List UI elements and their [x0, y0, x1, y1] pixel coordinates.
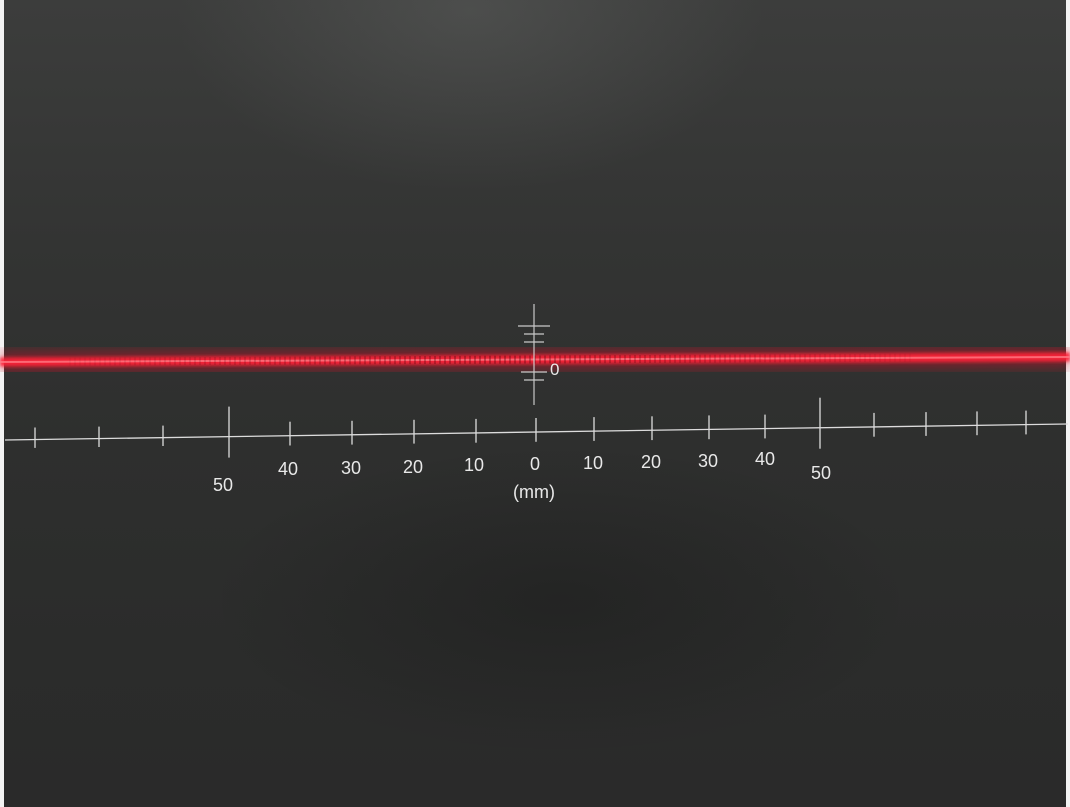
laser-diffraction-line — [0, 346, 1070, 373]
reticle-zero-label: 0 — [550, 360, 559, 379]
scale-ticks — [34, 397, 1027, 458]
scale-label-right-40: 40 — [755, 449, 775, 469]
center-reticle — [518, 304, 550, 405]
scale-label-left-40: 40 — [278, 459, 298, 479]
frame-edge-left — [0, 0, 4, 807]
scale-label-right-20: 20 — [641, 452, 661, 472]
scale-unit-label: (mm) — [513, 482, 555, 502]
scale-label-center-0: 0 — [530, 454, 540, 474]
scale-label-left-30: 30 — [341, 458, 361, 478]
scale-label-right-10: 10 — [583, 453, 603, 473]
frame-edge-right — [1066, 0, 1070, 807]
scale-label-right-30: 30 — [698, 451, 718, 471]
interference-fringes — [69, 353, 911, 366]
mm-scale — [4, 397, 1069, 458]
scale-label-left-20: 20 — [403, 457, 423, 477]
scale-label-left-50: 50 — [213, 475, 233, 495]
scale-label-right-50: 50 — [811, 463, 831, 483]
scale-label-left-10: 10 — [464, 455, 484, 475]
